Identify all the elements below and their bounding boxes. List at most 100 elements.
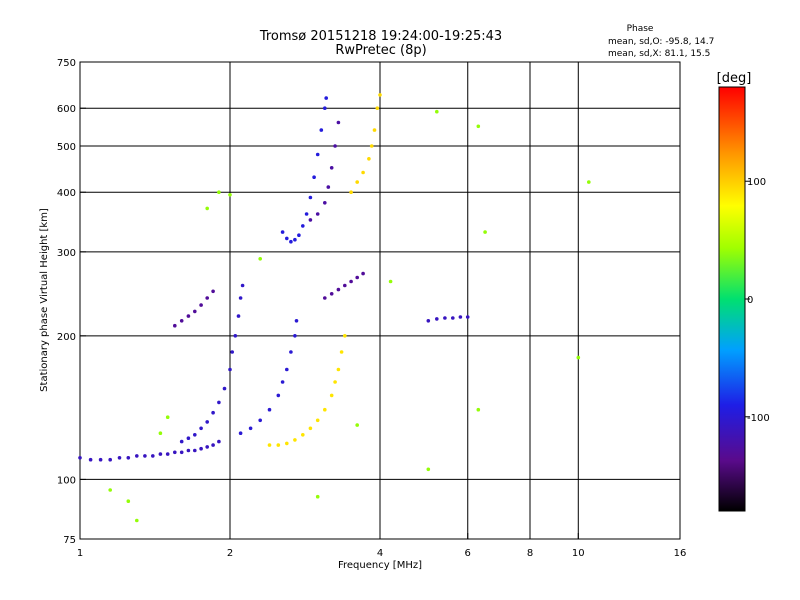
data-point [343, 283, 347, 288]
data-point [355, 180, 360, 184]
y-axis-label: Stationary phase Virtual Height [km] [39, 208, 50, 392]
data-point [230, 350, 234, 354]
data-point [158, 431, 163, 436]
data-point [349, 279, 353, 284]
phase-stats-x: mean, sd,X: 81.1, 15.5 [608, 49, 710, 59]
data-point [435, 317, 439, 321]
phase-stats-heading: Phase [627, 24, 654, 34]
data-point [151, 454, 155, 458]
y-tick-label: 750 [57, 58, 76, 69]
data-point [126, 456, 131, 460]
data-point [289, 239, 293, 244]
data-point [426, 467, 431, 472]
colorbar-tick-label: -100 [747, 413, 770, 424]
data-point [88, 457, 93, 462]
data-point [343, 334, 347, 338]
data-point [339, 350, 344, 354]
data-point [158, 452, 163, 456]
data-point [355, 275, 360, 280]
data-point [240, 283, 245, 288]
data-point [285, 236, 289, 241]
data-point [205, 296, 209, 300]
data-point [361, 271, 365, 276]
data-point [388, 279, 393, 284]
data-point [228, 193, 232, 197]
data-point [199, 303, 203, 307]
data-point [126, 499, 131, 504]
chart-subtitle: RwPretec (8p) [335, 43, 426, 58]
data-point [378, 93, 382, 97]
axis-ticks: 1 2 4 6 8 10 16 75 100 200 300 400 500 600 750 [57, 58, 686, 559]
colorbar-label: [deg] [717, 71, 752, 86]
data-point [233, 334, 238, 338]
data-point [211, 443, 215, 447]
data-point [315, 212, 320, 216]
y-tick-label: 400 [57, 188, 76, 199]
data-point [323, 106, 327, 110]
data-point [375, 106, 380, 110]
data-point [173, 323, 177, 328]
y-tick-label: 600 [57, 104, 76, 115]
data-point [315, 494, 320, 499]
data-point [289, 350, 293, 354]
x-tick-label: 16 [674, 548, 687, 559]
data-point [372, 128, 377, 132]
data-point [267, 407, 272, 412]
data-point [369, 144, 374, 148]
gridlines [80, 62, 680, 539]
data-point [193, 309, 197, 314]
data-point [476, 407, 481, 412]
colorbar-ticks: 100 0 -100 [745, 177, 770, 424]
data-point [294, 319, 299, 323]
y-tick-label: 100 [57, 475, 76, 486]
data-point [276, 443, 281, 447]
data-point [108, 457, 112, 462]
x-tick-label: 8 [527, 548, 533, 559]
data-point [258, 257, 263, 261]
data-point [222, 386, 227, 391]
x-axis-label: Frequency [MHz] [338, 560, 422, 571]
data-point [336, 367, 341, 372]
data-point [199, 426, 203, 431]
data-point [336, 287, 341, 292]
data-point [186, 314, 191, 318]
data-point [238, 431, 243, 436]
data-point [435, 109, 439, 114]
data-point [312, 175, 316, 179]
data-point [293, 237, 297, 242]
data-point [165, 452, 170, 456]
data-point [236, 314, 241, 318]
data-point [587, 180, 591, 184]
y-tick-label: 75 [63, 535, 76, 546]
data-point [217, 190, 221, 194]
data-point [329, 292, 334, 296]
data-point [301, 224, 305, 228]
data-point [238, 296, 243, 300]
data-point [173, 450, 177, 455]
data-point [336, 120, 341, 125]
data-point [143, 454, 147, 458]
data-point [117, 456, 122, 460]
data-point [476, 124, 481, 129]
data-point [333, 380, 337, 384]
data-point [323, 201, 327, 205]
data-point [297, 233, 301, 237]
data-point [326, 185, 331, 189]
data-point [323, 296, 327, 300]
data-point [205, 445, 209, 449]
x-tick-label: 6 [465, 548, 471, 559]
data-point [426, 319, 431, 323]
data-point [165, 415, 170, 420]
y-tick-label: 300 [57, 248, 76, 259]
data-point [135, 454, 139, 458]
phase-stats-o: mean, sd,O: -95.8, 14.7 [608, 37, 714, 47]
data-point [304, 212, 309, 216]
data-point [465, 315, 470, 319]
data-point [280, 380, 285, 384]
data-point [276, 393, 281, 398]
data-point [315, 152, 320, 157]
data-point [205, 420, 209, 424]
data-point [135, 518, 139, 523]
data-point [329, 166, 334, 170]
